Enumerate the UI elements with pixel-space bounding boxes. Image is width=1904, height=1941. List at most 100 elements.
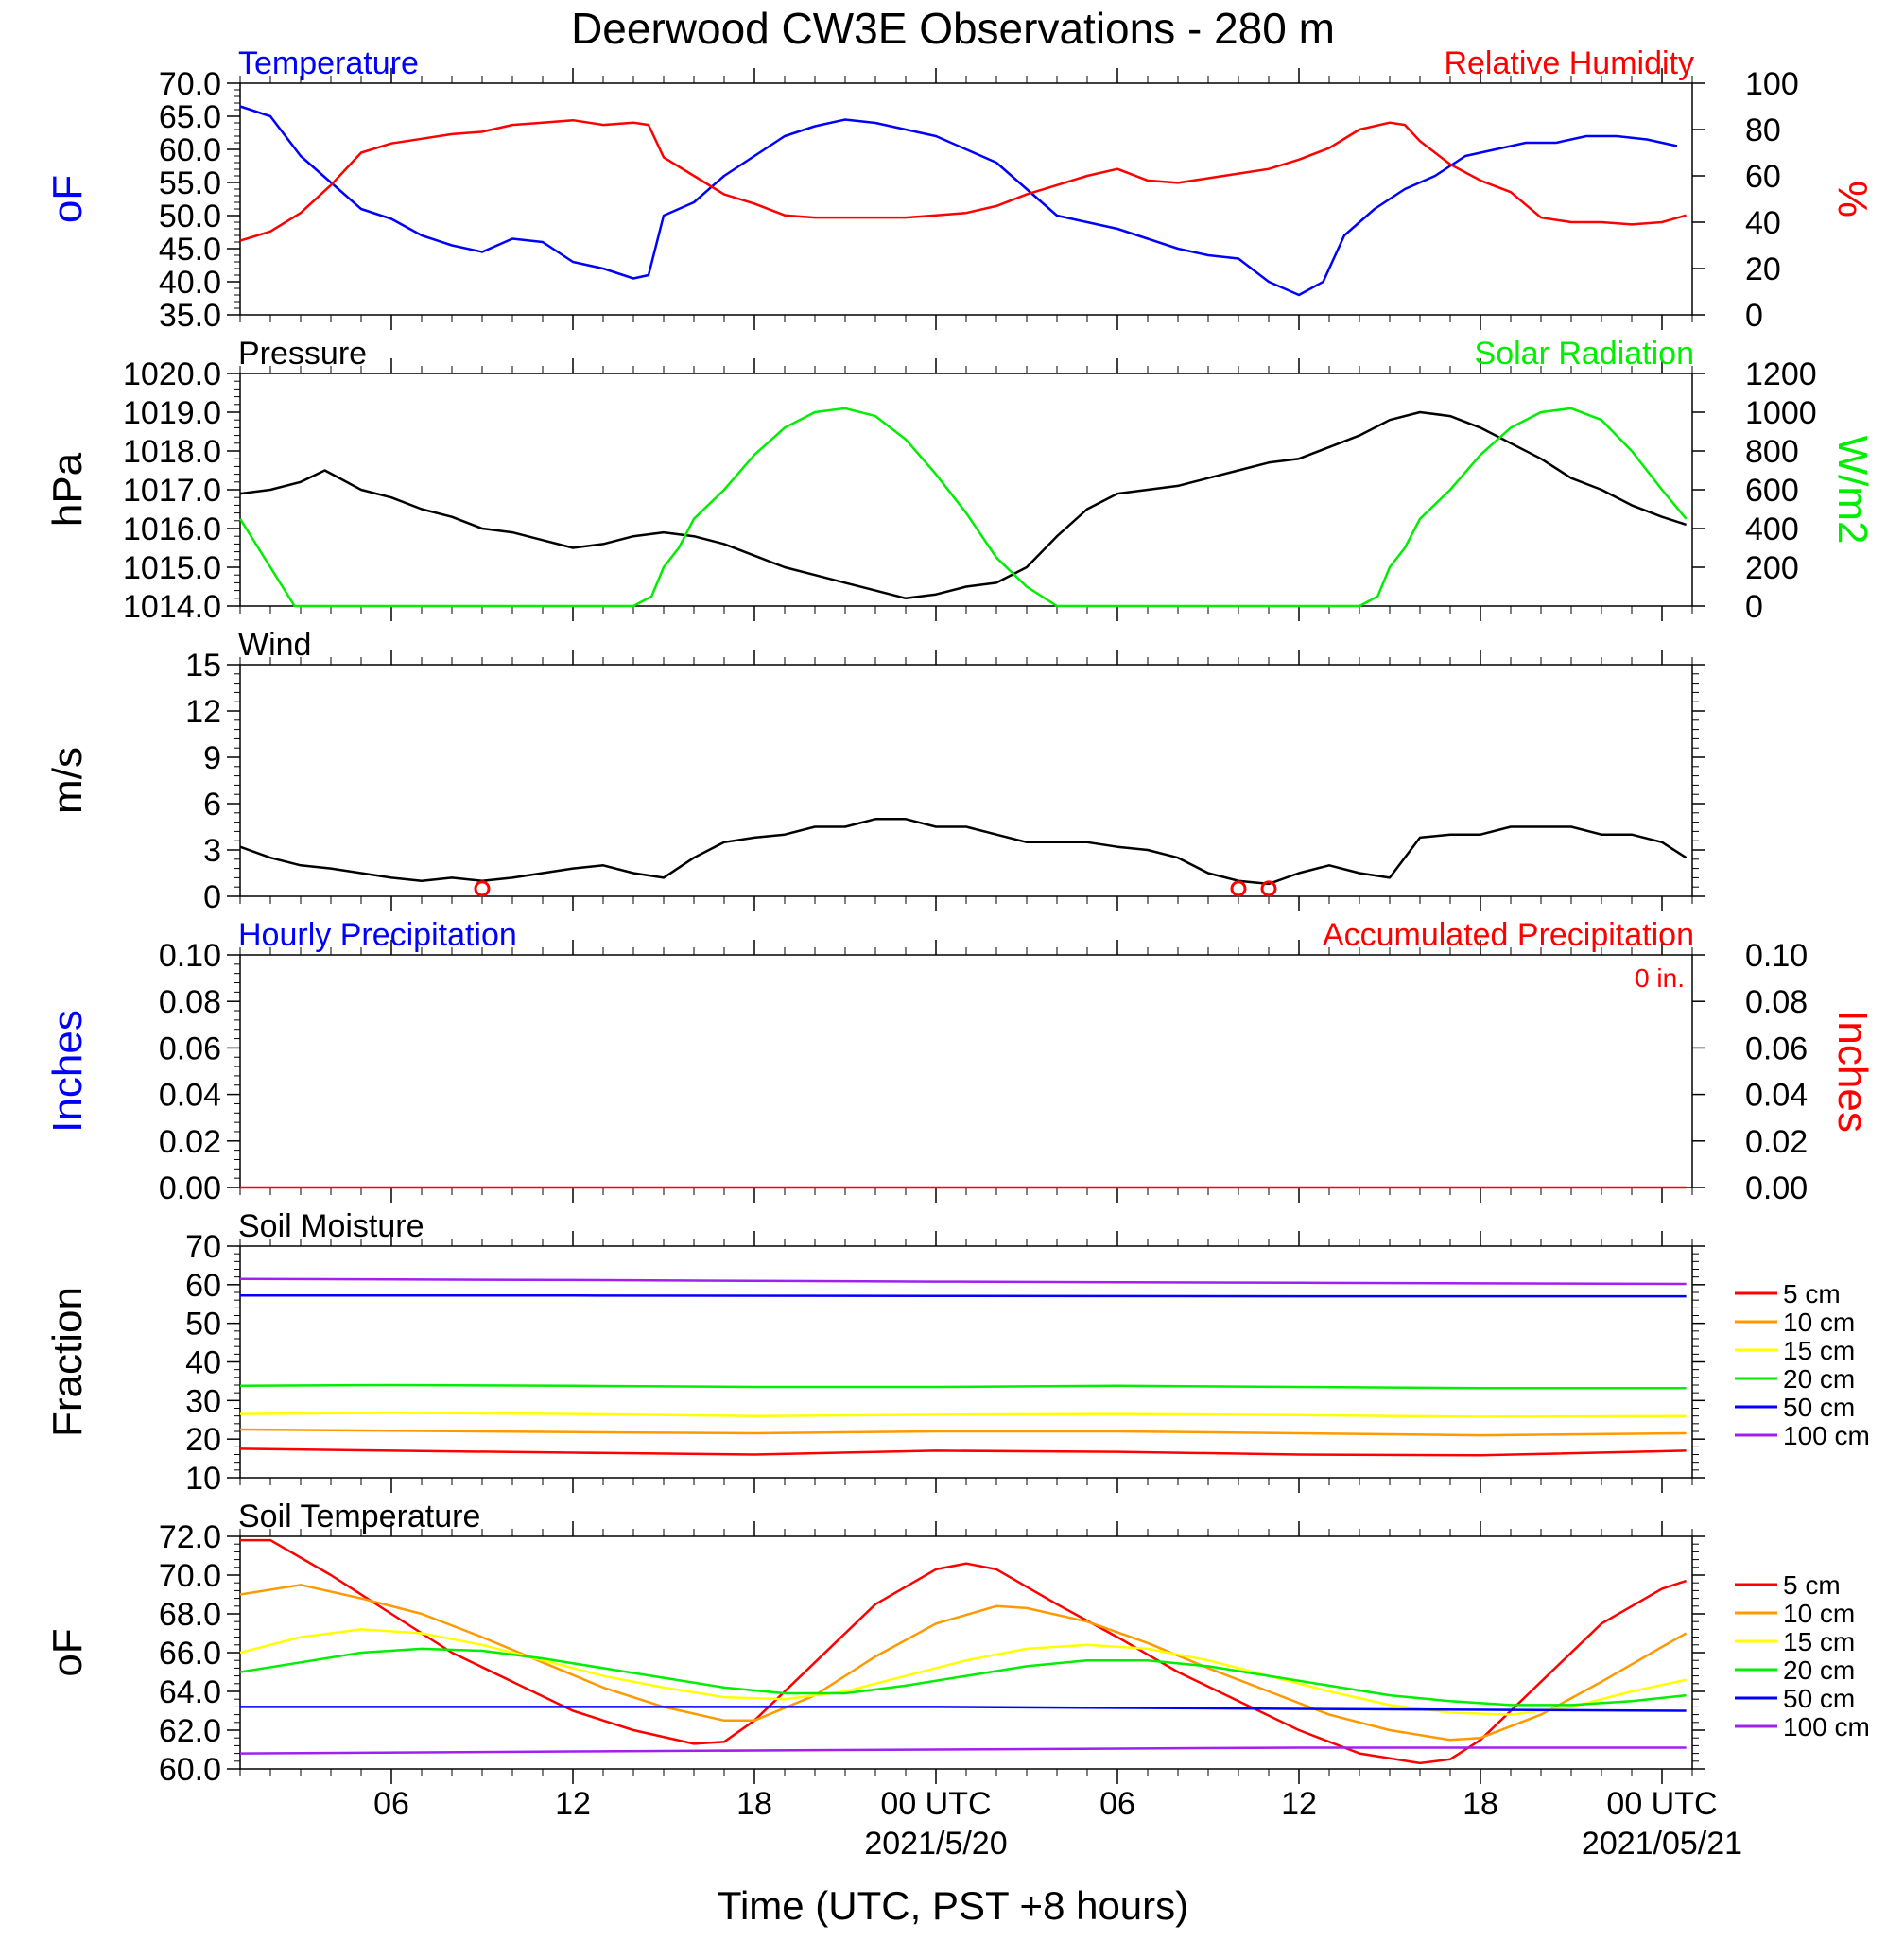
series-line-temp_rh-0 bbox=[239, 105, 1678, 297]
x-tick-date-label: 2021/05/21 bbox=[1582, 1826, 1742, 1862]
chart-panels: 35.040.045.050.055.060.065.070.002040608… bbox=[44, 45, 1876, 1862]
plot-frame bbox=[239, 954, 1693, 1188]
panel-wind: 0 3 6 9 12 15 Wind m/s bbox=[44, 627, 1705, 915]
panel-precip: 0.00 0.02 0.04 0.06 0.08 0.10 0.00 0.02 0.04 0.06… bbox=[44, 917, 1876, 1206]
y-tick-label-left: 0.10 bbox=[159, 938, 221, 974]
panel-title-right: Solar Radiation bbox=[1475, 336, 1694, 372]
y-tick-label-right: 0.04 bbox=[1745, 1078, 1808, 1114]
y-tick-label-right: 60 bbox=[1745, 159, 1781, 195]
y-tick-label-left: 50 bbox=[185, 1307, 221, 1343]
y-tick-label-left: 10 bbox=[185, 1461, 221, 1497]
y-axis-label-left: hPa bbox=[44, 452, 91, 527]
series-line-soil_moisture-1 bbox=[239, 1428, 1687, 1437]
y-tick-label-left: 65.0 bbox=[159, 99, 221, 135]
y-tick-label-left: 70 bbox=[185, 1229, 221, 1265]
y-tick-label-right: 20 bbox=[1745, 251, 1781, 287]
panel-title-left: Soil Temperature bbox=[238, 1499, 480, 1534]
y-tick-label-left: 64.0 bbox=[159, 1674, 221, 1710]
y-tick-label-left: 3 bbox=[203, 833, 221, 869]
y-axis-label-left: m/s bbox=[44, 747, 91, 814]
x-tick-label: 06 bbox=[1099, 1786, 1135, 1822]
panel-soil_temp: 60.062.064.066.068.070.072.0 Soil Tempera… bbox=[44, 1499, 1870, 1788]
y-tick-label-left: 60.0 bbox=[159, 1752, 221, 1788]
y-tick-label-right: 400 bbox=[1745, 511, 1799, 547]
y-axis-label-right: Inches bbox=[1829, 1010, 1876, 1133]
y-tick-label-right: 200 bbox=[1745, 550, 1799, 586]
y-tick-label-left: 40 bbox=[185, 1345, 221, 1381]
legend-label: 5 cm bbox=[1783, 1570, 1841, 1600]
y-tick-label-right: 1000 bbox=[1745, 395, 1817, 431]
legend-label: 100 cm bbox=[1783, 1712, 1870, 1742]
series-line-soil_temp-4 bbox=[240, 1706, 1687, 1712]
y-tick-label-left: 12 bbox=[185, 694, 221, 730]
series-line-soil_moisture-3 bbox=[239, 1383, 1687, 1390]
y-tick-label-right: 800 bbox=[1745, 434, 1799, 470]
plot-frame bbox=[239, 1535, 1693, 1770]
y-tick-label-left: 50.0 bbox=[159, 199, 221, 234]
series-line-soil_temp-0 bbox=[240, 1538, 1687, 1765]
y-tick-label-right: 0.02 bbox=[1745, 1124, 1808, 1160]
y-tick-label-left: 0 bbox=[203, 879, 221, 915]
y-tick-label-left: 20 bbox=[185, 1422, 221, 1458]
series-line-temp_rh-1 bbox=[239, 118, 1687, 242]
y-tick-label-right: 40 bbox=[1745, 205, 1781, 241]
y-tick-label-right: 0 bbox=[1745, 589, 1763, 625]
series-line-soil_moisture-4 bbox=[240, 1294, 1687, 1298]
calm-marker bbox=[1230, 880, 1247, 897]
legend-label: 50 cm bbox=[1783, 1393, 1855, 1422]
calm-marker bbox=[474, 880, 491, 897]
calm-marker bbox=[1260, 880, 1277, 897]
series-line-pressure_solar-0 bbox=[239, 410, 1687, 600]
y-axis-label-left: Fraction bbox=[44, 1287, 91, 1437]
figure-title: Deerwood CW3E Observations - 280 m bbox=[571, 4, 1335, 53]
y-tick-label-left: 45.0 bbox=[159, 232, 221, 268]
y-tick-label-right: 0.08 bbox=[1745, 984, 1808, 1020]
y-tick-label-left: 0.04 bbox=[159, 1078, 221, 1114]
y-tick-label-left: 1014.0 bbox=[123, 589, 221, 625]
y-tick-label-left: 68.0 bbox=[159, 1597, 221, 1633]
y-tick-label-left: 1017.0 bbox=[123, 473, 221, 509]
panel-pressure_solar: 1014.01015.01016.01017.01018.01019.01020… bbox=[44, 336, 1876, 625]
y-tick-label-left: 6 bbox=[203, 787, 221, 823]
series-line-soil_temp-3 bbox=[239, 1647, 1687, 1707]
legend-label: 20 cm bbox=[1783, 1655, 1855, 1685]
y-tick-label-left: 1020.0 bbox=[123, 356, 221, 392]
x-axis-label: Time (UTC, PST +8 hours) bbox=[718, 1883, 1188, 1928]
legend-label: 10 cm bbox=[1783, 1599, 1855, 1628]
legend-label: 5 cm bbox=[1783, 1279, 1841, 1308]
legend-label: 15 cm bbox=[1783, 1627, 1855, 1656]
y-tick-label-left: 0.06 bbox=[159, 1031, 221, 1066]
series-line-pressure_solar-1 bbox=[238, 407, 1688, 608]
series-line-soil_moisture-0 bbox=[239, 1447, 1687, 1457]
y-tick-label-left: 15 bbox=[185, 648, 221, 684]
y-tick-label-left: 1019.0 bbox=[123, 395, 221, 431]
y-axis-label-left: Inches bbox=[44, 1010, 91, 1133]
series-line-soil_moisture-2 bbox=[239, 1412, 1687, 1418]
y-tick-label-left: 72.0 bbox=[159, 1519, 221, 1555]
legend-label: 100 cm bbox=[1783, 1421, 1870, 1450]
legend-label: 10 cm bbox=[1783, 1308, 1855, 1337]
x-tick-label: 06 bbox=[373, 1786, 409, 1822]
y-tick-label-left: 0.08 bbox=[159, 984, 221, 1020]
y-tick-label-left: 30 bbox=[185, 1383, 221, 1419]
x-tick-label: 12 bbox=[1281, 1786, 1317, 1822]
y-axis-label-right: % bbox=[1829, 181, 1876, 217]
panel-temp_rh: 35.040.045.050.055.060.065.070.0 0 20 40 60 8… bbox=[44, 45, 1876, 334]
series-line-soil_temp-5 bbox=[239, 1746, 1687, 1755]
panel-title-right: Accumulated Precipitation bbox=[1323, 917, 1694, 953]
x-tick-label: 00 UTC bbox=[1606, 1786, 1717, 1822]
y-tick-label-left: 70.0 bbox=[159, 1558, 221, 1594]
y-tick-label-left: 1016.0 bbox=[123, 511, 221, 547]
y-tick-label-left: 62.0 bbox=[159, 1713, 221, 1749]
y-tick-label-left: 0.00 bbox=[159, 1170, 221, 1206]
y-axis-label-right: W/m2 bbox=[1829, 436, 1876, 545]
x-tick-date-label: 2021/5/20 bbox=[864, 1826, 1007, 1862]
y-tick-label-left: 40.0 bbox=[159, 265, 221, 301]
y-tick-label-right: 0.10 bbox=[1745, 938, 1808, 974]
y-tick-label-right: 80 bbox=[1745, 113, 1781, 148]
y-axis-label-left: oF bbox=[44, 1628, 91, 1676]
y-tick-label-left: 9 bbox=[203, 740, 221, 776]
y-tick-label-left: 35.0 bbox=[159, 298, 221, 334]
